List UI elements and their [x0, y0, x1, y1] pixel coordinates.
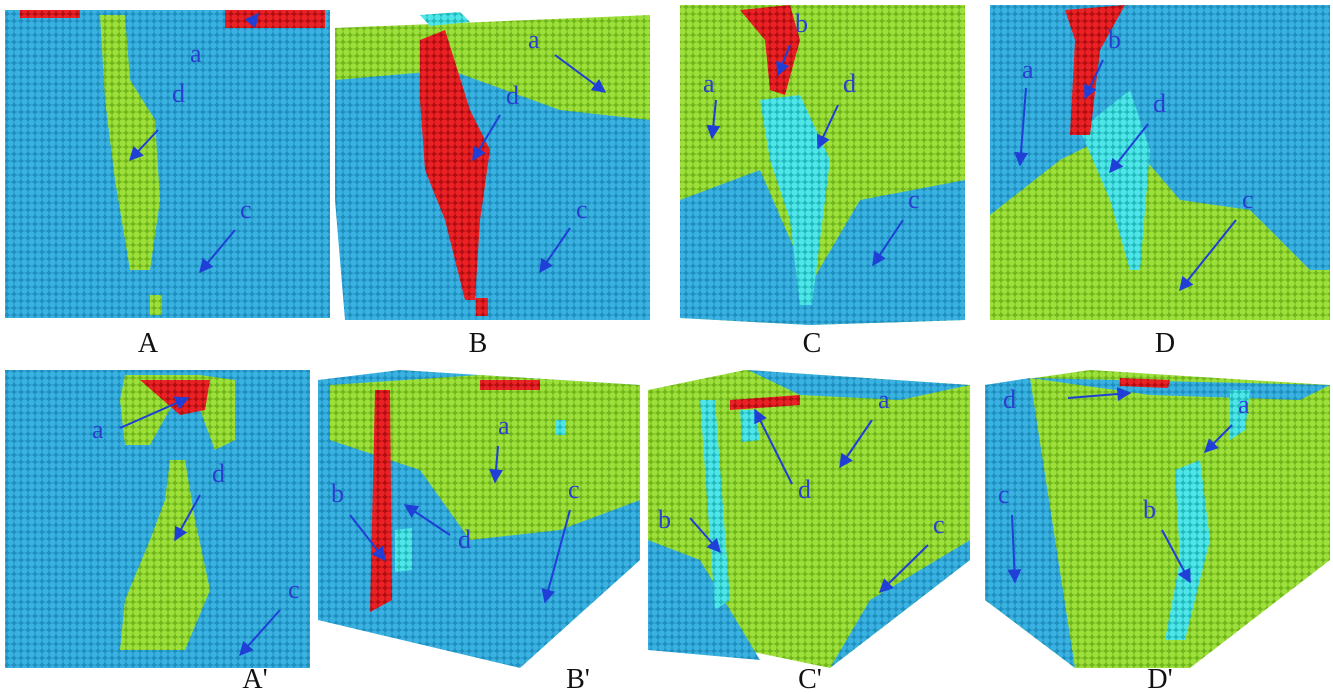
- arrow: [839, 419, 873, 469]
- arrow: [1161, 529, 1191, 584]
- arrow: [689, 517, 721, 554]
- atom-region: [330, 375, 640, 540]
- panel-label: C': [798, 664, 822, 694]
- region-label: a: [1238, 390, 1250, 419]
- region-label: d: [212, 459, 225, 488]
- atom-region: [700, 400, 730, 610]
- region-label: c: [998, 480, 1010, 509]
- region-label: d: [798, 475, 811, 504]
- arrow: [1014, 87, 1028, 167]
- panel-label: C: [803, 328, 822, 359]
- arrow: [472, 114, 501, 162]
- atom-region: [985, 370, 1330, 668]
- atom-region: [5, 370, 310, 668]
- region-label: c: [240, 195, 252, 224]
- region-label: d: [1003, 385, 1016, 414]
- arrow: [1084, 59, 1104, 100]
- region-label: d: [172, 79, 185, 108]
- arrow: [1204, 424, 1233, 453]
- region-label: a: [92, 415, 104, 444]
- atom-region: [5, 10, 330, 318]
- atom-region: [1165, 460, 1210, 640]
- region-label: d: [1153, 89, 1166, 118]
- atom-region: [1120, 378, 1170, 388]
- region-label: b: [658, 505, 671, 534]
- arrow: [554, 54, 607, 93]
- arrow: [872, 219, 904, 267]
- atom-region: [476, 298, 488, 316]
- panel-label: D': [1147, 664, 1172, 694]
- arrow: [349, 514, 386, 562]
- region-label: d: [458, 525, 471, 554]
- region-label: c: [933, 510, 945, 539]
- region-label: a: [703, 69, 715, 98]
- region-label: c: [908, 185, 920, 214]
- atom-region: [830, 540, 970, 668]
- region-label: a: [528, 25, 540, 54]
- atom-region: [1030, 378, 1330, 400]
- panel-label: A': [242, 664, 267, 694]
- arrow: [1067, 387, 1132, 401]
- arrow: [754, 408, 793, 485]
- panel-label: D: [1155, 328, 1175, 359]
- arrow: [539, 227, 571, 274]
- atom-region: [420, 30, 490, 300]
- arrow: [541, 509, 571, 604]
- region-label: b: [1143, 495, 1156, 524]
- atom-region: [985, 378, 1075, 668]
- arrow: [239, 609, 281, 657]
- panel-label: B': [566, 664, 590, 694]
- panel-label: A: [138, 328, 159, 359]
- atom-region: [748, 370, 970, 400]
- atom-region: [1080, 90, 1150, 270]
- panel-label: B: [469, 328, 488, 359]
- region-label: a: [878, 385, 890, 414]
- atom-region: [555, 420, 565, 435]
- region-label: a: [498, 411, 510, 440]
- atom-region: [100, 15, 160, 270]
- atom-region: [990, 130, 1330, 320]
- arrow: [199, 229, 236, 274]
- arrow: [1109, 123, 1149, 174]
- atom-region: [225, 10, 325, 28]
- atom-region: [760, 95, 830, 305]
- region-label: d: [506, 81, 519, 110]
- arrow: [244, 12, 259, 29]
- arrow: [878, 544, 929, 593]
- atom-region: [20, 10, 80, 18]
- region-label: b: [1108, 25, 1121, 54]
- arrow: [706, 99, 721, 140]
- atom-region: [1065, 5, 1125, 135]
- region-label: d: [843, 69, 856, 98]
- arrow: [816, 104, 839, 150]
- arrow: [1179, 219, 1237, 292]
- region-label: a: [190, 39, 202, 68]
- region-label: b: [795, 9, 808, 38]
- atom-region: [420, 12, 470, 26]
- arrow: [1007, 514, 1022, 584]
- arrow: [489, 445, 504, 484]
- region-label: c: [288, 575, 300, 604]
- atom-region: [680, 170, 965, 325]
- atom-region: [120, 460, 210, 650]
- arrow: [174, 494, 201, 542]
- atom-region: [150, 295, 162, 315]
- atom-region: [480, 380, 540, 390]
- arrow: [129, 129, 159, 162]
- arrow: [119, 396, 190, 429]
- region-label: a: [1022, 55, 1034, 84]
- region-label: b: [331, 479, 344, 508]
- atom-region: [648, 540, 760, 660]
- arrow: [403, 504, 451, 536]
- region-label: c: [1242, 185, 1254, 214]
- atom-region: [1230, 390, 1250, 440]
- atom-region: [335, 15, 650, 120]
- atom-region: [730, 395, 800, 410]
- region-label: c: [576, 195, 588, 224]
- atom-region: [395, 528, 412, 572]
- arrow: [776, 44, 791, 77]
- region-label: c: [568, 475, 580, 504]
